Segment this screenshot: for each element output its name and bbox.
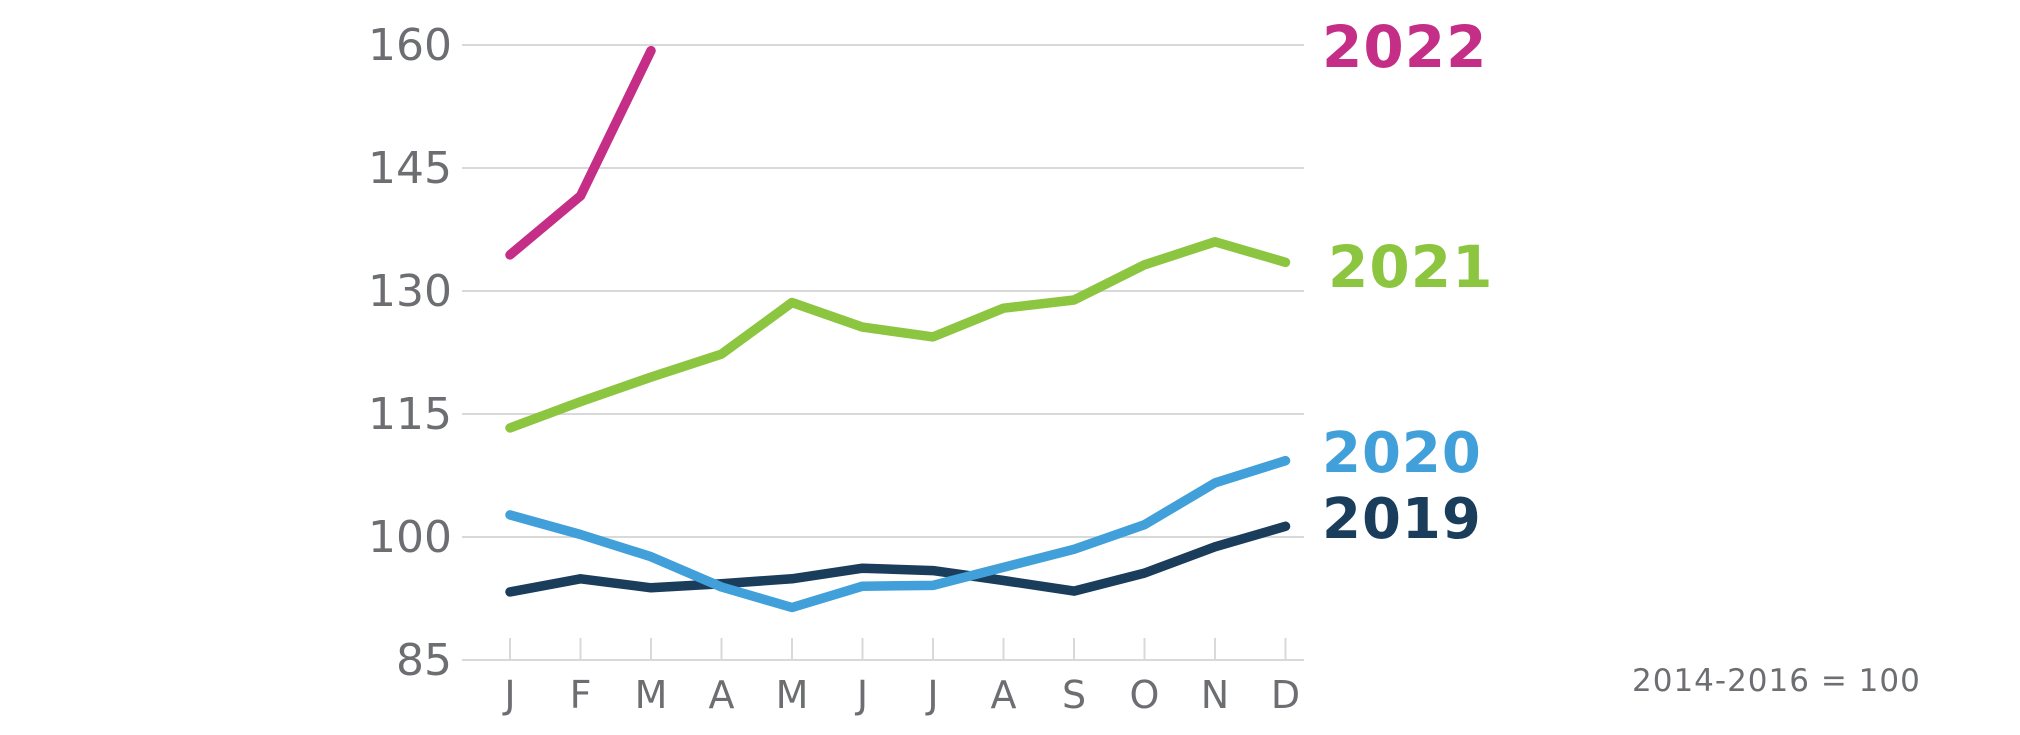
index-base-note: 2014-2016 = 100	[1632, 663, 1921, 699]
y-tick-label-115: 115	[368, 389, 452, 440]
series-line-2020	[505, 455, 1291, 613]
y-tick-label-145: 145	[368, 143, 452, 194]
y-tick-label-100: 100	[368, 512, 452, 563]
legend-label-2022: 2022	[1322, 13, 1488, 81]
month-label-9: S	[1062, 673, 1086, 717]
month-label-12: D	[1271, 673, 1300, 717]
month-label-5: M	[776, 673, 809, 717]
legend-label-2020: 2020	[1322, 421, 1482, 486]
series-line-2022	[505, 45, 656, 260]
y-tick-label-130: 130	[368, 266, 452, 317]
series-line-2021	[505, 237, 1291, 433]
month-label-1: J	[502, 673, 515, 717]
month-label-2: F	[570, 673, 592, 717]
series-line-2019	[505, 521, 1291, 597]
legend-label-2021: 2021	[1328, 233, 1494, 301]
month-label-6: J	[855, 673, 868, 717]
month-label-10: O	[1130, 673, 1160, 717]
month-label-8: A	[991, 673, 1017, 717]
month-label-7: J	[925, 673, 938, 717]
y-tick-label-85: 85	[396, 635, 452, 686]
month-label-4: A	[709, 673, 735, 717]
legend-label-2019: 2019	[1322, 487, 1482, 552]
month-label-3: M	[635, 673, 668, 717]
month-label-11: N	[1201, 673, 1229, 717]
y-tick-label-160: 160	[368, 20, 452, 71]
